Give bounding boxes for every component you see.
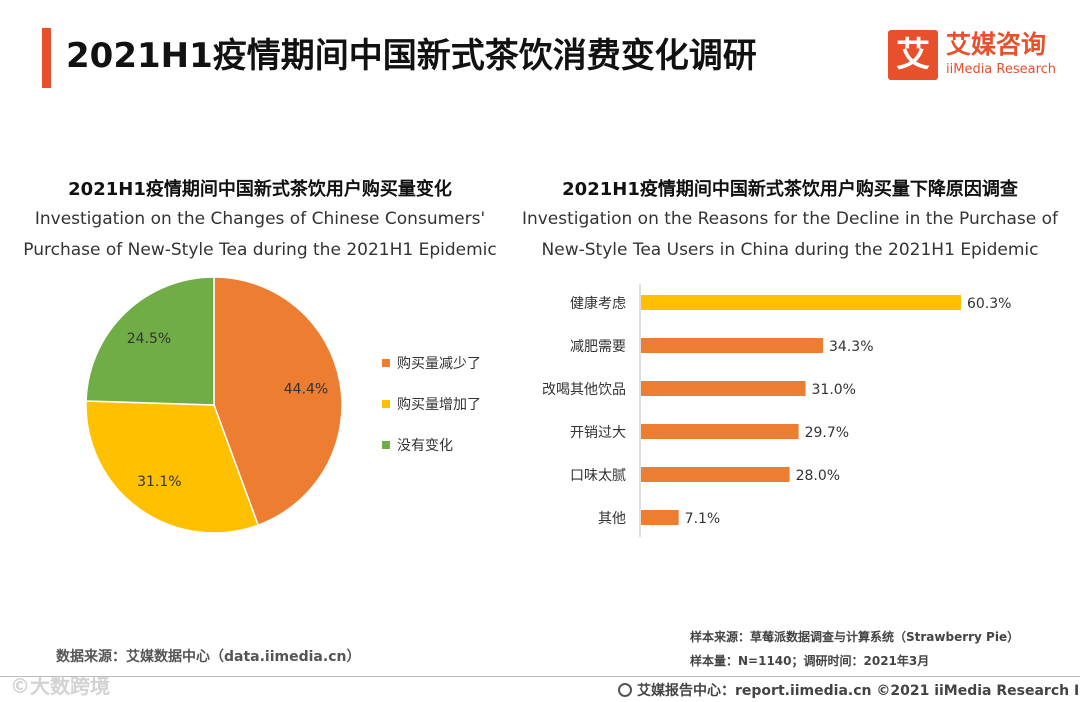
legend-item-1: 购买量减少了: [382, 342, 481, 383]
left-chart-heading: 2021H1疫情期间中国新式茶饮用户购买量变化 Investigation on…: [10, 176, 510, 266]
bar-category-label-5: 口味太腻: [570, 468, 626, 484]
pie-slice-label-1: 44.4%: [284, 382, 328, 398]
bar-value-label-4: 29.7%: [805, 425, 849, 441]
pie-legend: 购买量减少了 购买量增加了 没有变化: [382, 342, 481, 465]
legend-item-2: 购买量增加了: [382, 383, 481, 424]
logo-name-en: iiMedia Research: [946, 62, 1057, 77]
bar-value-label-2: 34.3%: [829, 339, 873, 355]
legend-item-3: 没有变化: [382, 424, 481, 465]
legend-label-1: 购买量减少了: [397, 355, 481, 372]
bar-1: [641, 295, 961, 310]
left-chart-title-cn: 2021H1疫情期间中国新式茶饮用户购买量变化: [68, 179, 452, 200]
sample-source: 样本来源：草莓派数据调查与计算系统（Strawberry Pie）: [690, 630, 1020, 644]
data-source: 数据来源：艾媒数据中心（data.iimedia.cn）: [56, 649, 361, 665]
bar-4: [641, 424, 799, 439]
page-title: 2021H1疫情期间中国新式茶饮消费变化调研: [66, 36, 757, 76]
bar-value-label-5: 28.0%: [796, 468, 840, 484]
bar-6: [641, 510, 679, 525]
bar-3: [641, 381, 806, 396]
left-chart-title-en-1: Investigation on the Changes of Chinese …: [34, 209, 486, 229]
right-chart-title-cn: 2021H1疫情期间中国新式茶饮用户购买量下降原因调查: [562, 179, 1018, 200]
legend-swatch-3: [382, 440, 390, 449]
footer-site-text: 艾媒报告中心：report.iimedia.cn ©2021 iiMedia R…: [637, 683, 1080, 699]
title-accent-bar: [42, 28, 51, 88]
logo-mark: 艾: [888, 30, 938, 80]
legend-label-2: 购买量增加了: [397, 396, 481, 413]
bar-category-label-2: 减肥需要: [570, 339, 626, 355]
bar-5: [641, 467, 790, 482]
pie-slice-label-2: 31.1%: [137, 474, 181, 490]
bar-value-label-3: 31.0%: [812, 382, 856, 398]
bar-category-label-4: 开销过大: [570, 425, 626, 441]
iimedia-logo: 艾 艾媒咨询 iiMedia Research: [888, 30, 1063, 80]
right-chart-heading: 2021H1疫情期间中国新式茶饮用户购买量下降原因调查 Investigatio…: [520, 176, 1060, 266]
left-chart-title-en-2: Purchase of New-Style Tea during the 202…: [23, 240, 497, 260]
sample-size: 样本量：N=1140；调研时间：2021年3月: [690, 654, 930, 668]
right-chart-title-en-1: Investigation on the Reasons for the Dec…: [521, 209, 1059, 229]
bar-category-label-1: 健康考虑: [570, 295, 626, 312]
bar-category-label-6: 其他: [598, 511, 626, 527]
footer-divider: [0, 676, 1080, 677]
pie-chart: 44.4% 31.1% 24.5%: [85, 276, 343, 534]
logo-name-cn: 艾媒咨询: [946, 30, 1047, 59]
pie-slice-1: [213, 276, 343, 527]
legend-label-3: 没有变化: [397, 437, 453, 454]
footer-site: 艾媒报告中心：report.iimedia.cn ©2021 iiMedia R…: [618, 680, 1080, 700]
pie-slice-2: [85, 400, 260, 534]
globe-icon: [618, 683, 632, 697]
bar-value-label-6: 7.1%: [685, 511, 721, 527]
bar-2: [641, 338, 824, 353]
pie-slice-3: [85, 276, 215, 406]
bar-value-label-1: 60.3%: [967, 296, 1011, 312]
bar-chart: 健康考虑 60.3% 减肥需要 34.3% 改喝其他饮品 31.0% 开销过大 29.7% 口味…: [542, 284, 1011, 537]
pie-slice-label-3: 24.5%: [127, 331, 171, 347]
right-chart-title-en-2: New-Style Tea Users in China during the …: [541, 240, 1039, 260]
bar-category-label-3: 改喝其他饮品: [542, 382, 626, 398]
legend-swatch-2: [382, 399, 390, 408]
watermark: ©大数跨境: [10, 674, 110, 698]
legend-swatch-1: [382, 358, 390, 367]
